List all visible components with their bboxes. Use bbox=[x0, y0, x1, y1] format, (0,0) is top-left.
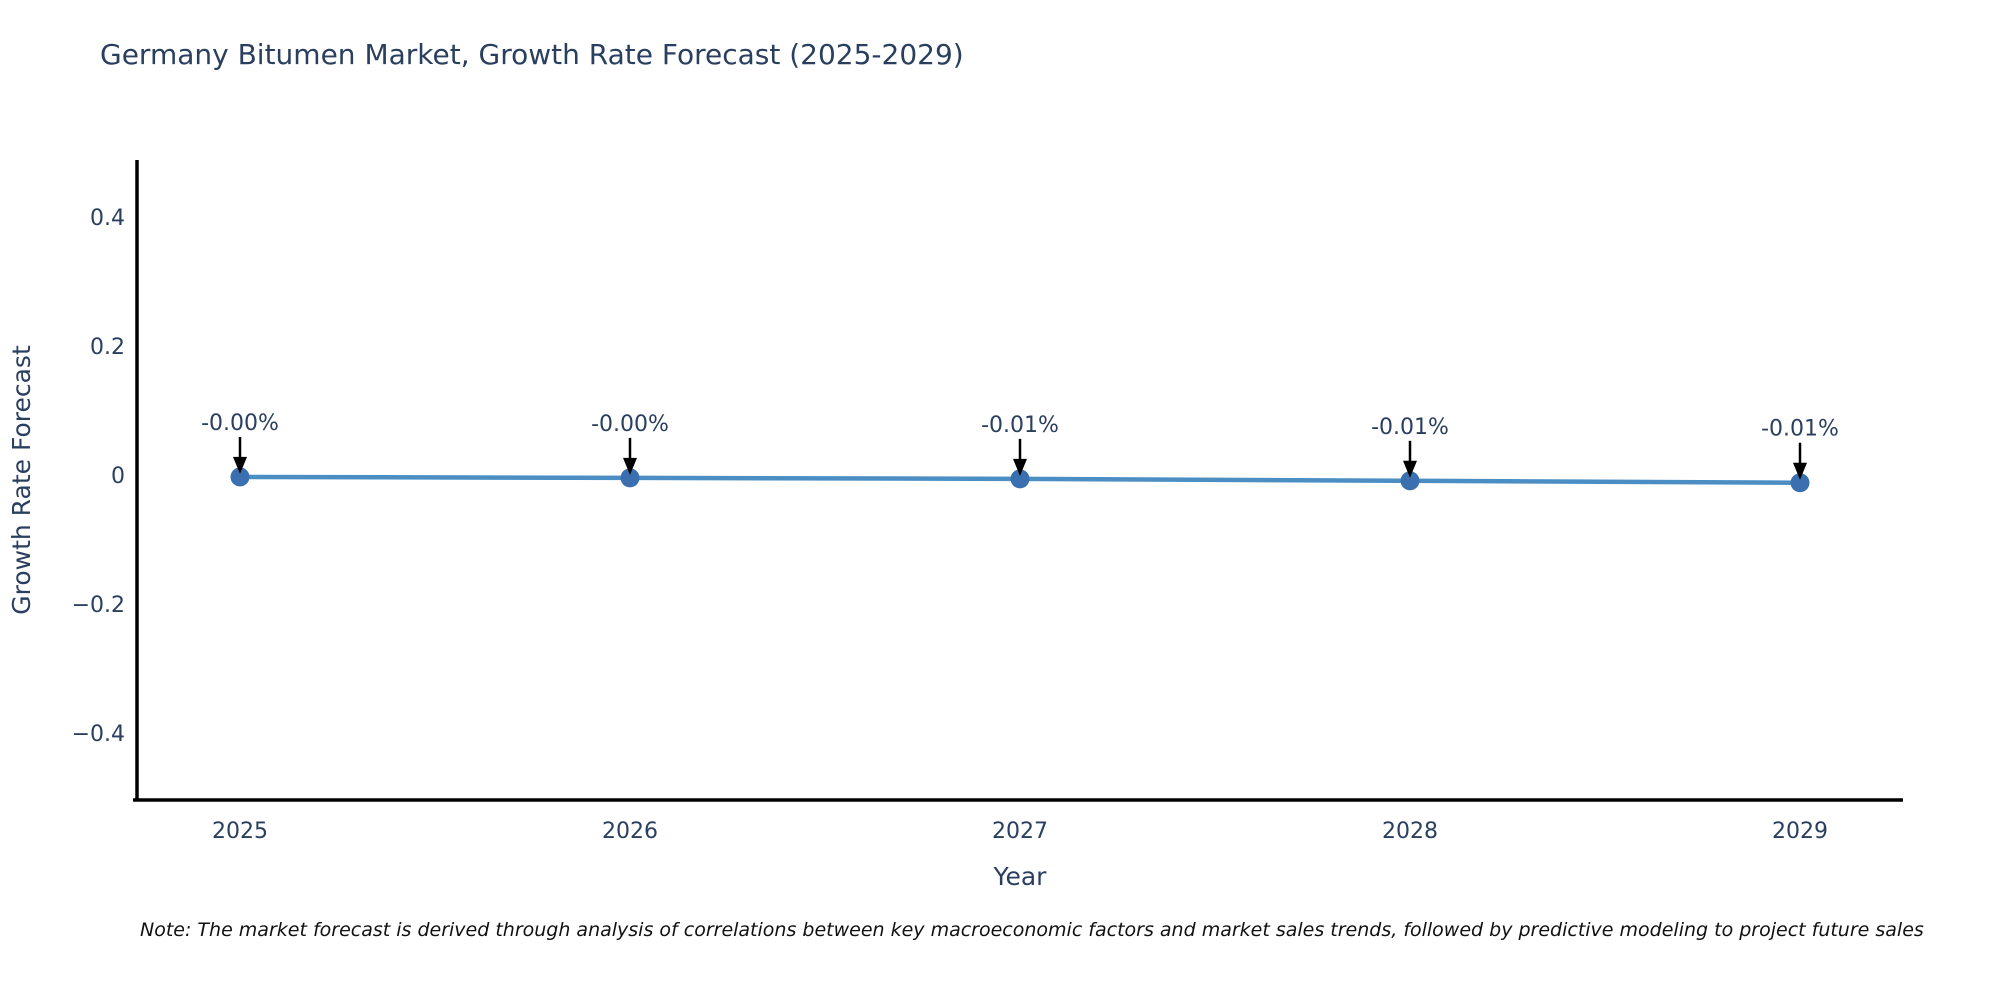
y-tick-label: 0.2 bbox=[90, 335, 125, 360]
chart-footnote: Note: The market forecast is derived thr… bbox=[140, 919, 1924, 941]
annotation-arrowhead-icon bbox=[1793, 462, 1807, 480]
data-point-label: -0.00% bbox=[201, 411, 279, 436]
y-axis-title: Growth Rate Forecast bbox=[7, 345, 36, 615]
data-point-label: -0.01% bbox=[1761, 417, 1839, 442]
y-tick-label: −0.4 bbox=[72, 722, 125, 747]
data-point-2026[interactable] bbox=[620, 468, 640, 488]
data-point-2027[interactable] bbox=[1010, 469, 1030, 489]
annotation-arrowhead-icon bbox=[233, 456, 247, 474]
x-tick-label: 2028 bbox=[1382, 819, 1438, 844]
x-axis-title: Year bbox=[993, 862, 1048, 891]
data-point-label: -0.01% bbox=[1371, 415, 1449, 440]
x-tick-label: 2027 bbox=[992, 819, 1048, 844]
annotation-arrowhead-icon bbox=[1403, 460, 1417, 478]
y-tick-label: −0.2 bbox=[72, 593, 125, 618]
x-tick-label: 2029 bbox=[1772, 819, 1828, 844]
data-point-2025[interactable] bbox=[230, 467, 250, 487]
data-point-label: -0.00% bbox=[591, 412, 669, 437]
annotation-arrowhead-icon bbox=[623, 457, 637, 475]
chart-title: Germany Bitumen Market, Growth Rate Fore… bbox=[100, 38, 964, 71]
annotation-arrowhead-icon bbox=[1013, 458, 1027, 476]
x-tick-label: 2026 bbox=[602, 819, 658, 844]
data-point-label: -0.01% bbox=[981, 413, 1059, 438]
x-tick-label: 2025 bbox=[212, 819, 268, 844]
data-point-2028[interactable] bbox=[1400, 471, 1420, 491]
data-point-2029[interactable] bbox=[1790, 473, 1810, 493]
y-tick-label: 0.4 bbox=[90, 206, 125, 231]
y-tick-label: 0 bbox=[111, 464, 125, 489]
